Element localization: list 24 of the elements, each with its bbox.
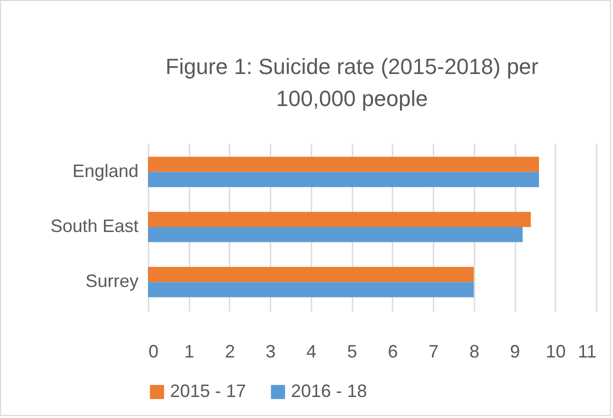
x-tick-label: 3 [266,342,276,362]
chart-title: Figure 1: Suicide rate (2015-2018) per 100,000 people [166,54,538,111]
x-tick-label: 0 [148,342,159,362]
bar [148,156,539,172]
x-tick-label: 11 [578,342,596,362]
x-tick-label: 5 [347,342,358,362]
x-tick-label: 4 [306,342,316,362]
x-tick-label: 8 [469,342,480,362]
legend-label: 2015 - 17 [170,381,246,401]
bar [148,227,523,242]
x-tick-label: 1 [184,342,194,362]
y-tick-label: Surrey [85,271,138,292]
bar [148,282,474,298]
x-tick-label: 6 [388,342,398,362]
bar [148,212,531,227]
y-tick-label: South East [50,216,138,236]
x-tick-label: 7 [428,342,439,362]
y-tick-label: England [72,160,138,181]
bar [148,266,474,282]
x-tick-label: 10 [546,342,566,362]
bar [148,172,539,188]
legend-label: 2016 - 18 [291,381,368,401]
x-tick-label: 2 [224,342,235,362]
x-tick-label: 9 [510,342,520,362]
